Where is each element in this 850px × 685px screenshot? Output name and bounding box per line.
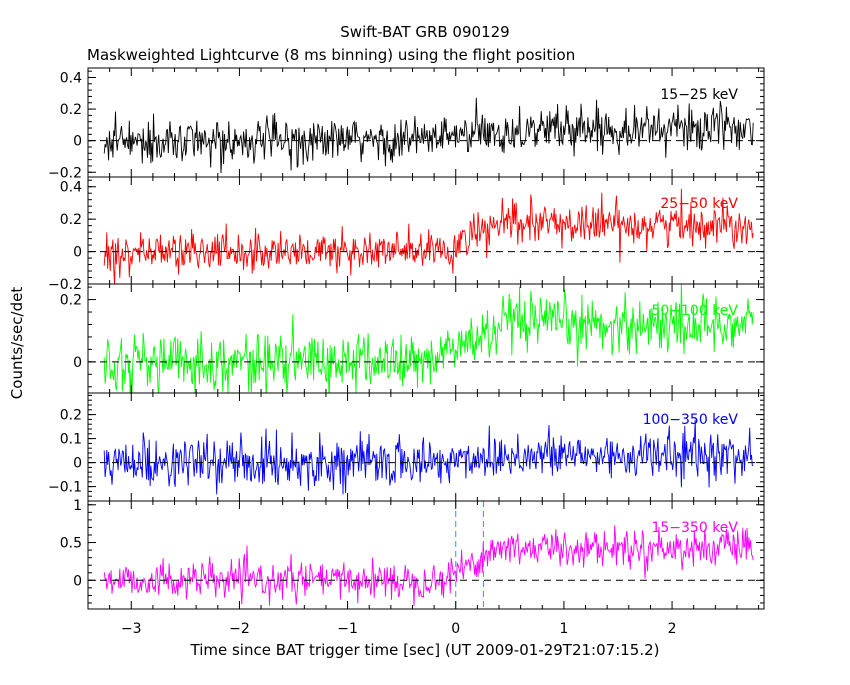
y-tick-label: 0 bbox=[73, 456, 82, 472]
y-tick-label: 0.2 bbox=[60, 102, 82, 118]
series-line-1 bbox=[103, 97, 754, 174]
series-line-2 bbox=[103, 188, 754, 284]
panel-frame bbox=[87, 392, 765, 502]
x-tick-label: −2 bbox=[229, 621, 250, 637]
series-line-3 bbox=[103, 284, 754, 393]
panel-frame bbox=[87, 500, 765, 610]
y-tick-label: 0 bbox=[73, 573, 82, 589]
y-tick-label: 0 bbox=[73, 355, 82, 371]
panel-3: 0 0.2 50−100 keV bbox=[60, 283, 765, 394]
x-axis-label: Time since BAT trigger time [sec] (UT 20… bbox=[190, 641, 660, 659]
band-label: 25−50 keV bbox=[660, 196, 738, 212]
y-tick-label: 0.4 bbox=[60, 180, 82, 196]
y-tick-label: −0.2 bbox=[48, 165, 82, 181]
y-tick-label: 0.2 bbox=[60, 408, 82, 424]
band-label: 15−25 keV bbox=[660, 87, 738, 103]
y-axis-label: Counts/sec/det bbox=[8, 287, 26, 400]
y-tick-label: 0 bbox=[73, 245, 82, 261]
y-tick-label: −0.2 bbox=[48, 277, 82, 293]
x-tick-label: −3 bbox=[121, 621, 142, 637]
panel-2: −0.2 0 0.2 0.4 25−50 keV bbox=[48, 176, 765, 293]
y-tick-label: 0.5 bbox=[60, 536, 82, 552]
band-label: 15−350 keV bbox=[651, 520, 738, 536]
panel-frame bbox=[87, 67, 765, 178]
series-line-4 bbox=[103, 419, 754, 495]
y-tick-label: 0.2 bbox=[60, 293, 82, 309]
band-label: 100−350 keV bbox=[643, 412, 739, 428]
chart-title: Swift-BAT GRB 090129 bbox=[340, 23, 509, 41]
panel-4: −0.1 0 0.1 0.2 100−350 keV bbox=[48, 392, 765, 502]
series-line-5 bbox=[103, 525, 754, 606]
y-tick-label: 1 bbox=[73, 498, 82, 514]
x-tick-label: 2 bbox=[668, 621, 677, 637]
x-tick-label: −1 bbox=[337, 621, 358, 637]
y-tick-label: 0.2 bbox=[60, 212, 82, 228]
y-tick-label: 0 bbox=[73, 134, 82, 150]
panel-frame bbox=[87, 176, 765, 285]
y-tick-label: −0.1 bbox=[48, 480, 82, 496]
panel-5: 0 0.5 1 15−350 keV bbox=[60, 498, 765, 610]
y-tick-label: 0.1 bbox=[60, 432, 82, 448]
x-tick-label: 0 bbox=[451, 621, 460, 637]
chart-subtitle: Maskweighted Lightcurve (8 ms binning) u… bbox=[87, 46, 575, 64]
band-label: 50−100 keV bbox=[651, 303, 738, 319]
panel-1: −0.2 0 0.2 0.4 15−25 keV bbox=[48, 67, 765, 181]
plot-area: −0.2 0 0.2 0.4 15−25 keV −0.2 0 0.2 0.4 25−50 keV… bbox=[48, 67, 765, 637]
x-tick-label: 1 bbox=[559, 621, 568, 637]
y-tick-label: 0.4 bbox=[60, 70, 82, 86]
panel-frame bbox=[87, 283, 765, 394]
